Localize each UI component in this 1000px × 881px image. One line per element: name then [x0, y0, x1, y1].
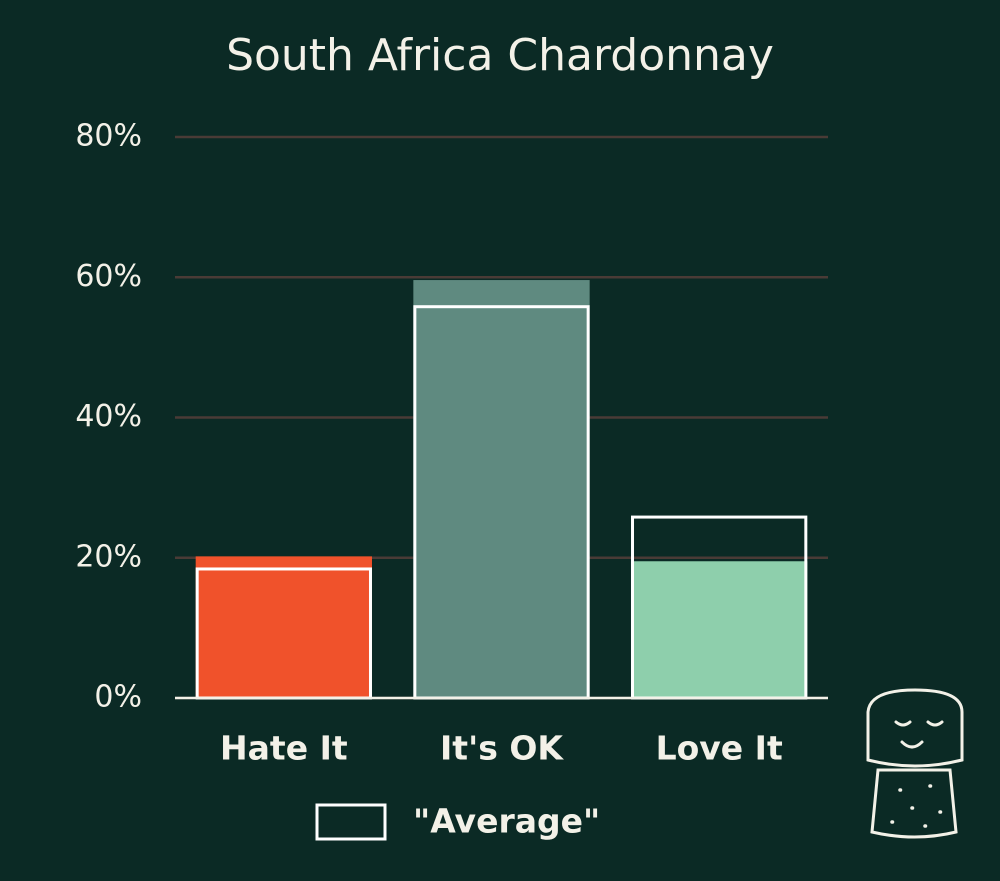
bar: [413, 280, 590, 698]
y-tick-label: 80%: [75, 119, 142, 154]
y-tick-label: 60%: [75, 259, 142, 294]
cork-icon: [866, 688, 964, 839]
y-tick-label: 20%: [75, 539, 142, 574]
bar: [631, 561, 808, 698]
bar: [195, 556, 372, 698]
legend-swatch: [315, 803, 387, 841]
y-tick-label: 0%: [94, 680, 142, 715]
y-tick-label: 40%: [75, 399, 142, 434]
legend-label: "Average": [413, 802, 600, 841]
x-tick-label: It's OK: [440, 729, 564, 768]
x-tick-label: Hate It: [220, 729, 348, 768]
x-tick-label: Love It: [656, 729, 783, 768]
chart-title: South Africa Chardonnay: [226, 30, 774, 81]
